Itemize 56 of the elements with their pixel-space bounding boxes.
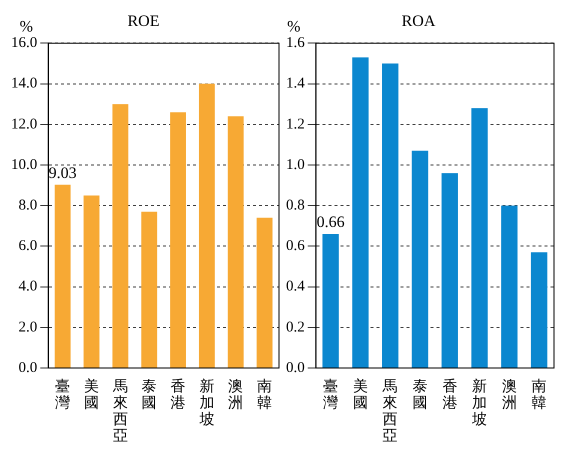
bar [471,108,488,368]
x-tick-label: 新加坡 [471,378,488,428]
x-tick-label: 馬來西亞 [112,379,128,445]
x-tick-label: 香港 [442,378,458,412]
y-tick-label: 2.0 [18,319,38,336]
x-tick-label: 泰國 [142,379,157,412]
bar [412,150,428,368]
y-tick-label: 0.0 [18,360,38,376]
bar [228,116,244,368]
y-tick-label: 8.0 [18,198,38,214]
x-tick-label: 臺灣 [323,378,338,412]
y-tick-label: 0.4 [286,278,306,295]
y-tick-label: 14.0 [11,76,38,92]
bar [442,173,458,368]
bar [501,206,518,368]
data-label: 0.66 [316,214,345,232]
data-label: 9.03 [48,164,77,182]
bar [112,104,128,368]
x-tick-label: 臺灣 [55,378,70,412]
y-tick-label: 0.6 [286,238,306,254]
y-axis-title: % [20,18,33,36]
y-tick-label: 0.2 [286,319,305,336]
x-tick-label: 澳洲 [502,378,517,412]
y-axis-title: % [287,18,300,36]
bar [530,252,548,368]
x-tick-label: 香港 [170,378,186,412]
y-tick-label: 0.0 [286,360,305,376]
y-tick-label: 1.0 [286,156,305,173]
bar [54,184,71,368]
bar [141,212,158,368]
x-tick-label: 泰國 [412,379,428,412]
x-tick-label: 南韓 [532,378,547,412]
x-tick-label: 新加坡 [198,378,214,428]
chart-title: ROE [128,12,160,30]
bar [256,218,273,368]
bar [84,195,100,368]
y-tick-label: 1.6 [286,35,306,52]
bar [322,234,339,368]
y-tick-label: 12.0 [11,116,38,132]
y-tick-label: 4.0 [18,278,38,295]
chart-title: ROA [402,12,436,30]
x-tick-label: 馬來西亞 [382,379,398,445]
y-tick-label: 0.8 [286,198,305,214]
bar [198,84,215,368]
x-tick-label: 美國 [352,378,368,412]
bar [170,112,186,368]
x-tick-label: 美國 [84,378,100,412]
bar [382,64,398,368]
y-tick-label: 10.0 [11,156,38,173]
y-tick-label: 1.2 [286,116,305,132]
y-tick-label: 1.4 [286,76,306,92]
y-tick-label: 16.0 [11,35,38,52]
x-tick-label: 澳洲 [228,378,244,412]
x-tick-label: 南韓 [257,378,272,412]
bar [352,57,369,368]
y-tick-label: 6.0 [18,238,38,254]
